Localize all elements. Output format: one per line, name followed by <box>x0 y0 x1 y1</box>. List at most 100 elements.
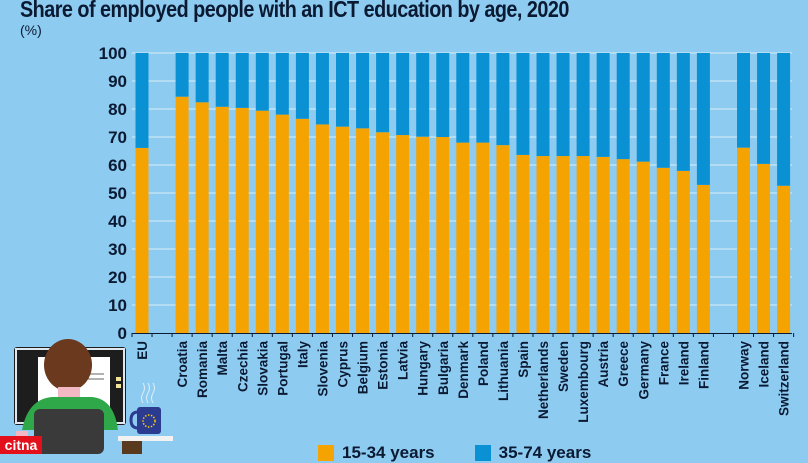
x-axis <box>131 333 795 337</box>
x-tick-label: Slovakia <box>255 341 270 396</box>
x-tick-label: Cyprus <box>336 341 351 388</box>
person-head <box>44 339 92 391</box>
bar-age-15-34 <box>255 110 269 334</box>
unit-label: (%) <box>20 22 42 38</box>
bar-age-35-74 <box>576 53 590 157</box>
bar-age-35-74 <box>737 53 750 148</box>
bar-age-35-74 <box>315 53 329 125</box>
bar-age-15-34 <box>235 107 249 333</box>
y-tick-label: 60 <box>108 156 127 175</box>
bar-age-15-34 <box>656 167 670 333</box>
x-tick-label: Czechia <box>235 341 250 393</box>
bar-age-15-34 <box>356 128 370 333</box>
x-tick-label: Hungary <box>416 341 431 396</box>
eu-mug-icon <box>129 382 161 434</box>
y-tick-label: 100 <box>99 44 127 63</box>
bar-age-35-74 <box>275 53 289 115</box>
legend-label: 15-34 years <box>342 443 435 462</box>
x-tick-label: Netherlands <box>536 341 551 419</box>
x-tick-label: Ireland <box>676 341 691 385</box>
legend-item-35-74: 35-74 years <box>474 443 592 463</box>
x-tick-label: Denmark <box>456 341 471 399</box>
y-tick-label: 50 <box>108 184 127 203</box>
bar-age-15-34 <box>195 102 209 333</box>
y-tick-label: 70 <box>108 128 127 147</box>
y-tick-label: 30 <box>108 240 127 259</box>
bar-age-15-34 <box>496 145 510 333</box>
bar-age-15-34 <box>436 137 450 333</box>
bar-age-35-74 <box>456 53 470 143</box>
bar-age-35-74 <box>336 53 349 127</box>
bar-age-15-34 <box>616 159 630 333</box>
bar-age-15-34 <box>315 124 329 334</box>
bar-age-15-34 <box>396 135 410 333</box>
legend-swatch-orange <box>318 445 334 461</box>
y-tick-label: 80 <box>108 100 127 119</box>
x-tick-label: Italy <box>295 341 310 369</box>
bar-age-15-34 <box>757 163 771 333</box>
x-tick-label: Portugal <box>275 341 290 396</box>
legend-item-15-34: 15-34 years <box>318 443 435 463</box>
x-tick-label: Greece <box>616 341 631 387</box>
bar-age-15-34 <box>275 114 289 333</box>
bar-age-35-74 <box>636 53 650 162</box>
x-tick-label: Croatia <box>175 341 190 388</box>
bar-age-35-74 <box>175 53 189 97</box>
x-tick-label: Spain <box>516 341 531 378</box>
x-tick-label: Belgium <box>356 341 371 394</box>
bar-age-15-34 <box>636 161 650 333</box>
x-axis-labels: EU Croatia Romania Malta Czechia Slovakia Port… <box>135 341 792 423</box>
bar-age-35-74 <box>496 53 510 146</box>
bar-age-35-74 <box>777 53 791 186</box>
bar-age-15-34 <box>556 156 570 333</box>
bar-age-35-74 <box>215 53 229 107</box>
bar-age-35-74 <box>295 53 309 119</box>
bar-age-35-74 <box>416 53 430 137</box>
bar-age-15-34 <box>215 106 229 333</box>
chart-title: Share of employed people with an ICT edu… <box>20 0 569 22</box>
watermark-logo: citna <box>0 436 42 454</box>
bar-age-15-34 <box>696 184 710 333</box>
bar-age-35-74 <box>676 53 690 171</box>
desk <box>118 436 173 441</box>
x-tick-label: Switzerland <box>777 341 792 416</box>
bar-age-35-74 <box>255 53 269 111</box>
x-tick-label: Slovenia <box>315 341 330 397</box>
bar-age-15-34 <box>336 126 349 333</box>
bar-age-15-34 <box>516 154 530 333</box>
bar-age-35-74 <box>235 53 249 108</box>
y-axis-ticks: 0 10 20 30 40 50 60 70 80 90 100 <box>99 44 127 343</box>
bar-age-35-74 <box>195 53 209 103</box>
chair <box>34 409 104 454</box>
x-tick-label: Latvia <box>396 341 411 381</box>
y-tick-label: 40 <box>108 212 127 231</box>
bar-age-35-74 <box>656 53 670 168</box>
bar-age-15-34 <box>376 132 390 333</box>
x-tick-label: Iceland <box>757 341 772 388</box>
bar-age-35-74 <box>396 53 410 136</box>
bar-age-15-34 <box>135 147 149 333</box>
bar-age-15-34 <box>295 118 309 333</box>
bar-age-15-34 <box>536 156 550 333</box>
x-tick-label: Lithuania <box>496 341 511 401</box>
bar-age-15-34 <box>777 185 791 333</box>
bar-age-35-74 <box>436 53 450 137</box>
bar-age-35-74 <box>376 53 390 133</box>
legend-label: 35-74 years <box>498 443 592 462</box>
bar-age-15-34 <box>456 142 470 333</box>
bar-age-15-34 <box>596 156 610 333</box>
bar-age-35-74 <box>696 53 710 185</box>
bar-age-15-34 <box>576 156 590 333</box>
bar-age-15-34 <box>676 170 690 333</box>
legend: 15-34 years 35-74 years <box>318 443 591 463</box>
x-tick-label: Romania <box>195 341 210 399</box>
x-tick-label: Germany <box>636 341 651 400</box>
bar-age-35-74 <box>516 53 530 155</box>
bar-age-15-34 <box>416 136 430 333</box>
bar-age-35-74 <box>556 53 570 157</box>
x-tick-label: Sweden <box>556 341 571 392</box>
x-tick-label: Malta <box>215 341 230 376</box>
bar-age-35-74 <box>596 53 610 157</box>
bars <box>135 53 791 334</box>
